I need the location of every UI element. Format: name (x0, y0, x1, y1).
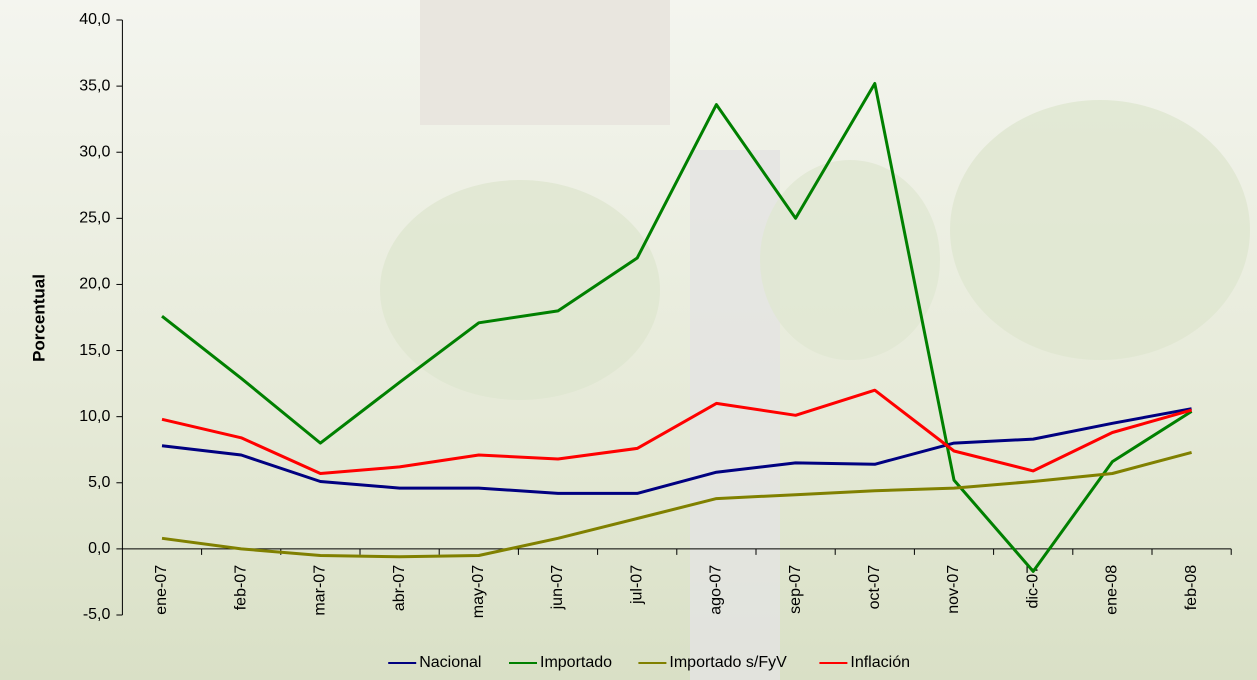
y-tick-label: 10,0 (79, 408, 110, 425)
x-tick-label: ene-08 (1104, 565, 1121, 615)
x-tick-label: nov-07 (945, 565, 962, 614)
legend-label: Importado (540, 654, 612, 671)
y-axis-label: Porcentual (29, 274, 48, 362)
series-line (161, 450, 1192, 559)
y-tick-label: 25,0 (79, 210, 110, 227)
x-tick-label: jun-07 (549, 565, 566, 611)
series-line (161, 82, 1193, 573)
building (420, 0, 670, 125)
palm (760, 160, 940, 360)
x-tick-label: ene-07 (153, 565, 170, 615)
x-tick-label: oct-07 (866, 565, 883, 610)
x-tick-label: may-07 (470, 565, 487, 618)
x-tick-label: dic-07 (1024, 565, 1041, 609)
y-tick-label: 40,0 (79, 11, 110, 28)
series-line (161, 388, 1193, 475)
y-tick-label: 30,0 (79, 143, 110, 160)
palm (950, 100, 1250, 360)
x-tick-label: jul-07 (628, 565, 645, 605)
legend-label: Importado s/FyV (669, 654, 787, 671)
legend-label: Inflación (850, 654, 910, 671)
x-tick-label: mar-07 (312, 565, 329, 616)
y-tick-label: 5,0 (88, 474, 110, 491)
legend-label: Nacional (419, 654, 481, 671)
x-tick-label: sep-07 (787, 565, 804, 614)
x-tick-label: ago-07 (708, 565, 725, 615)
y-tick-label: 0,0 (88, 540, 110, 557)
y-tick-label: 15,0 (79, 342, 110, 359)
x-tick-label: abr-07 (391, 565, 408, 611)
x-tick-label: feb-07 (232, 565, 249, 610)
y-tick-label: 35,0 (79, 77, 110, 94)
y-tick-label: 20,0 (79, 276, 110, 293)
series-line (161, 407, 1192, 495)
x-tick-label: feb-08 (1183, 565, 1200, 610)
y-tick-label: -5,0 (83, 606, 111, 623)
